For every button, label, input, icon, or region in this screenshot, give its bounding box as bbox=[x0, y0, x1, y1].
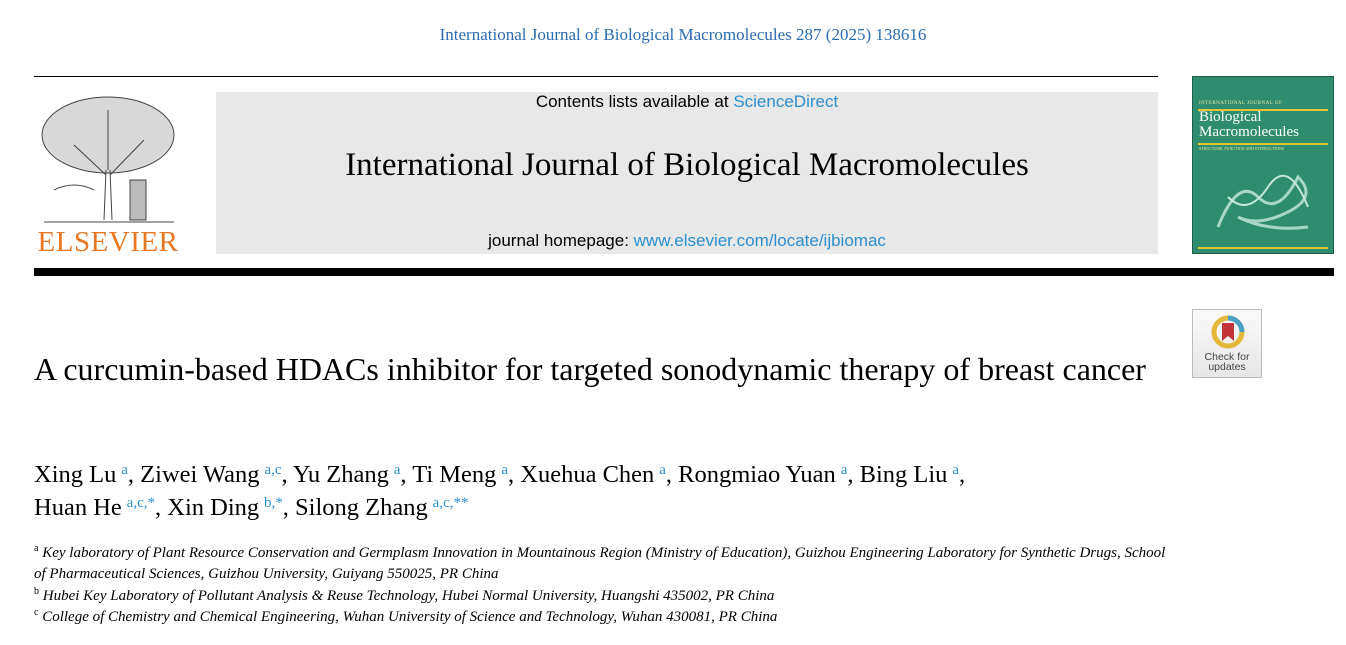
affiliation-key: a bbox=[34, 543, 39, 554]
author-name[interactable]: Huan He bbox=[34, 494, 122, 521]
protein-ribbon-image bbox=[1216, 174, 1309, 230]
affiliation-text: Key laboratory of Plant Resource Conserv… bbox=[34, 545, 1166, 583]
author-affiliation-sup[interactable]: a bbox=[121, 462, 128, 478]
author-affiliation-sup[interactable]: a bbox=[840, 462, 848, 478]
homepage-line: journal homepage: www.elsevier.com/locat… bbox=[216, 231, 1158, 251]
header-divider bbox=[34, 268, 1334, 276]
author-name[interactable]: Yu Zhang bbox=[292, 461, 389, 488]
affiliation-text: College of Chemistry and Chemical Engine… bbox=[42, 608, 778, 625]
homepage-link[interactable]: www.elsevier.com/locate/ijbiomac bbox=[633, 231, 886, 250]
cover-rule bbox=[1198, 247, 1328, 249]
author-name[interactable]: Xuehua Chen bbox=[520, 461, 655, 488]
affiliation-text: Hubei Key Laboratory of Pollutant Analys… bbox=[42, 587, 775, 604]
journal-title: International Journal of Biological Macr… bbox=[345, 147, 1029, 183]
author-affiliation-sup[interactable]: a bbox=[393, 462, 401, 478]
journal-cover[interactable]: INTERNATIONAL JOURNAL OF Biological Macro… bbox=[1192, 76, 1334, 254]
affiliation-key: c bbox=[34, 606, 39, 618]
author-name[interactable]: Rongmiao Yuan bbox=[678, 461, 836, 488]
elsevier-tree-logo[interactable] bbox=[34, 90, 182, 256]
cover-rule bbox=[1198, 109, 1328, 111]
cover-title: Biological Macromolecules bbox=[1199, 109, 1299, 140]
author-affiliation-sup[interactable]: a bbox=[501, 462, 508, 478]
check-for-updates-button[interactable]: Check for updates bbox=[1192, 309, 1262, 378]
affiliation-list: a Key laboratory of Plant Resource Conse… bbox=[34, 543, 1174, 628]
journal-citation[interactable]: International Journal of Biological Macr… bbox=[439, 25, 927, 44]
cover-subtitle: STRUCTURE, FUNCTION AND INTERACTIONS bbox=[1199, 146, 1285, 151]
article-title: A curcumin-based HDACs inhibitor for tar… bbox=[34, 351, 1146, 387]
cover-rule bbox=[1198, 143, 1328, 145]
elsevier-wordmark: ELSEVIER bbox=[37, 226, 179, 258]
author-name[interactable]: Xin Ding bbox=[167, 494, 260, 521]
affiliation-key: b bbox=[34, 585, 39, 597]
contents-line: Contents lists available at ScienceDirec… bbox=[216, 92, 1158, 112]
check-updates-label: Check for updates bbox=[1204, 351, 1250, 373]
author-affiliation-sup[interactable]: a,c bbox=[264, 462, 282, 478]
affiliation: b Hubei Key Laboratory of Pollutant Anal… bbox=[34, 586, 1174, 607]
journal-masthead: Contents lists available at ScienceDirec… bbox=[216, 92, 1158, 254]
author-name[interactable]: Ti Meng bbox=[412, 461, 497, 488]
affiliation: c College of Chemistry and Chemical Engi… bbox=[34, 607, 1174, 628]
divider bbox=[34, 76, 1158, 77]
sciencedirect-link[interactable]: ScienceDirect bbox=[733, 92, 839, 111]
author-affiliation-sup[interactable]: a,c,* bbox=[126, 495, 155, 511]
affiliation: a Key laboratory of Plant Resource Conse… bbox=[34, 543, 1174, 586]
check-updates-icon bbox=[1211, 315, 1245, 349]
author-affiliation-sup[interactable]: a bbox=[952, 462, 959, 478]
author-name[interactable]: Xing Lu bbox=[34, 461, 117, 488]
homepage-prefix: journal homepage: bbox=[488, 231, 634, 250]
author-name[interactable]: Bing Liu bbox=[859, 461, 948, 488]
author-name[interactable]: Silong Zhang bbox=[295, 494, 428, 521]
author-affiliation-sup[interactable]: a,c,** bbox=[432, 495, 469, 511]
contents-prefix: Contents lists available at bbox=[535, 92, 734, 111]
author-name[interactable]: Ziwei Wang bbox=[140, 461, 260, 488]
author-affiliation-sup[interactable]: b,* bbox=[264, 495, 283, 511]
cover-kicker: INTERNATIONAL JOURNAL OF bbox=[1199, 101, 1283, 106]
author-list: Xing Lu a, Ziwei Wang a,c, Yu Zhang a, T… bbox=[34, 461, 966, 521]
author-affiliation-sup[interactable]: a bbox=[659, 462, 666, 478]
